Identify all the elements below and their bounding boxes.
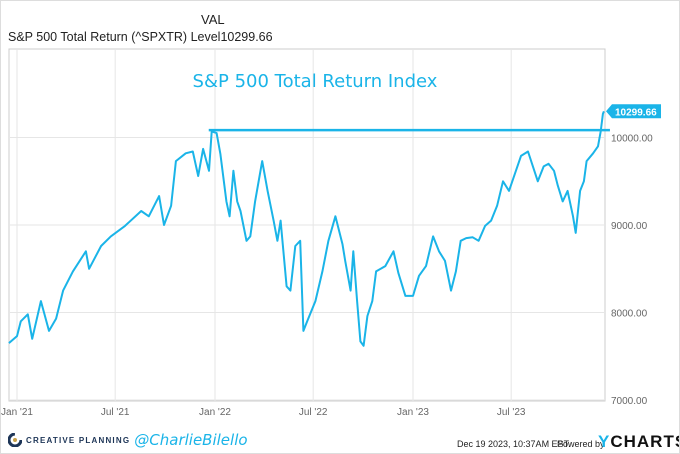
series-line bbox=[8, 110, 605, 347]
series-value: 10299.66 bbox=[220, 30, 273, 44]
creative-planning-icon bbox=[8, 433, 22, 447]
timestamp: Dec 19 2023, 10:37AM EST. bbox=[457, 439, 571, 449]
last-value-label: 10299.66 bbox=[615, 107, 657, 118]
series-label: S&P 500 Total Return (^SPXTR) Level bbox=[8, 30, 221, 44]
brand-name: CREATIVE PLANNING bbox=[26, 435, 131, 445]
x-tick-label: Jan '22 bbox=[199, 407, 231, 418]
twitter-handle: @CharlieBilello bbox=[134, 431, 248, 449]
ycharts-logo: YCHARTS bbox=[598, 432, 680, 452]
y-tick-label: 10000.00 bbox=[611, 134, 653, 145]
last-value-badge bbox=[606, 104, 661, 119]
powered-by: Powered by bbox=[557, 439, 605, 449]
y-tick-label: 9000.00 bbox=[611, 221, 648, 232]
x-tick-label: Jul '21 bbox=[101, 407, 130, 418]
creative-planning-logo: CREATIVE PLANNING @CharlieBilello bbox=[8, 431, 248, 449]
ycharts-text: CHARTS bbox=[610, 432, 680, 451]
series-legend: S&P 500 Total Return (^SPXTR) Level10299… bbox=[8, 30, 273, 44]
column-header: VAL bbox=[201, 12, 225, 27]
x-tick-label: Jan '23 bbox=[397, 407, 429, 418]
x-tick-label: Jul '23 bbox=[497, 407, 526, 418]
y-tick-label: 7000.00 bbox=[611, 396, 648, 407]
chart-title: S&P 500 Total Return Index bbox=[193, 71, 438, 92]
y-tick-label: 8000.00 bbox=[611, 309, 648, 320]
x-tick-label: Jul '22 bbox=[299, 407, 328, 418]
x-tick-label: Jan '21 bbox=[1, 407, 33, 418]
ycharts-y: Y bbox=[598, 432, 611, 451]
